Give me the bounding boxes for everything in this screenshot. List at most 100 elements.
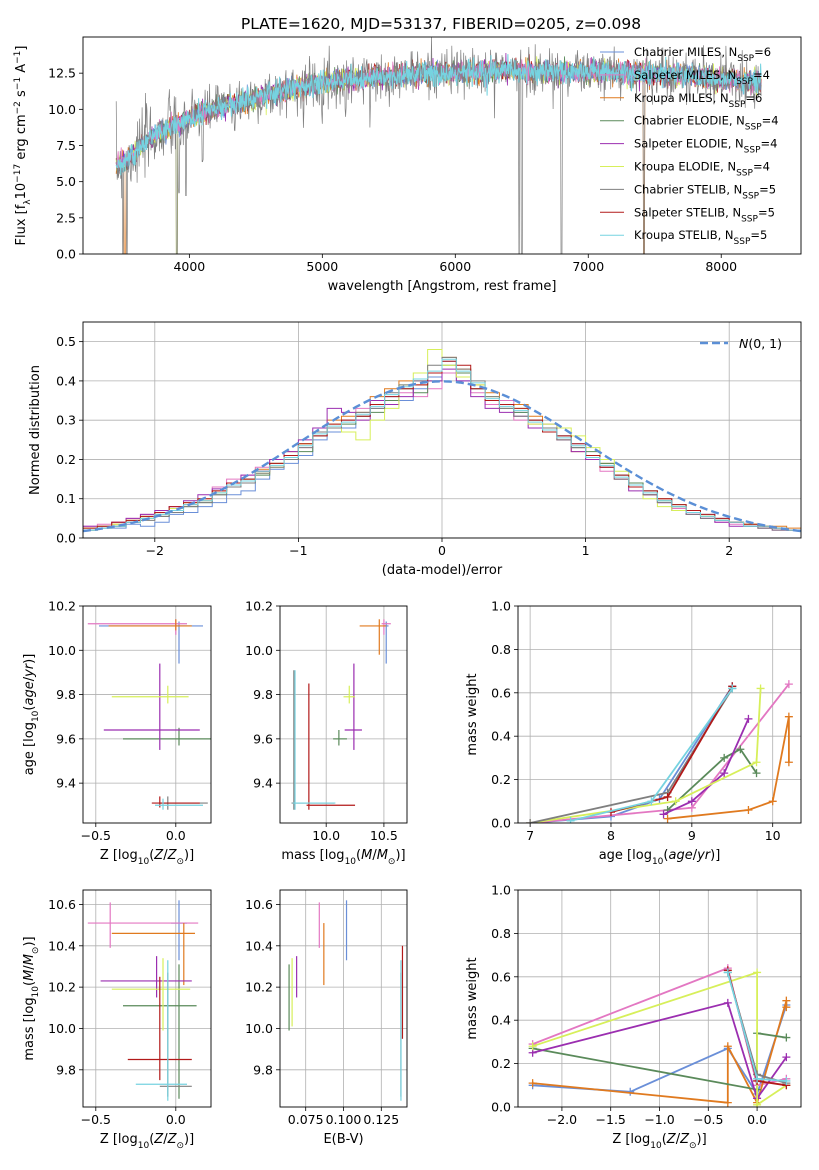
- legend-label: Chabrier MILES, NSSP=6: [634, 45, 771, 64]
- x-tick-label: 0.0: [747, 1112, 767, 1127]
- series-marker: [753, 968, 762, 977]
- series-marker: [647, 797, 656, 806]
- x-tick-label: 8000: [705, 259, 737, 274]
- y-tick-label: 7.5: [56, 138, 76, 153]
- y-tick-label: 1.0: [491, 883, 511, 898]
- y-tick-label: 0.0: [56, 531, 76, 546]
- axes-frame: [279, 605, 408, 824]
- series-marker: [744, 805, 753, 814]
- y-tick-label: 2.5: [56, 210, 76, 225]
- series-marker: [723, 1042, 732, 1051]
- y-tick-label: 12.5: [48, 66, 76, 81]
- x-axis-label: Z [log10(Z/Z⊙)]: [100, 1132, 194, 1151]
- series-marker: [744, 714, 753, 723]
- x-tick-label: 10: [765, 828, 781, 843]
- y-tick-label: 9.4: [253, 776, 273, 791]
- y-tick-label: 9.8: [56, 1062, 76, 1077]
- plot-area: [83, 890, 211, 1107]
- y-tick-label: 10.2: [245, 980, 273, 995]
- y-tick-label: 10.0: [48, 643, 76, 658]
- x-tick-label: 10.5: [370, 828, 398, 843]
- x-tick-label: −2.0: [547, 1112, 577, 1127]
- series-marker: [752, 769, 761, 778]
- x-axis-label: age [log10(age/yr)]: [599, 848, 721, 867]
- y-tick-label: 0.0: [491, 816, 511, 831]
- y-axis-label: mass [log10(M/M⊙)]: [22, 936, 41, 1060]
- series-marker: [528, 1079, 537, 1088]
- series-marker: [756, 684, 765, 693]
- y-axis-label: Flux [fλ10−17 erg cm−2 s−1 A−1]: [13, 46, 33, 246]
- y-axis-label: age [log10(age/yr)]: [22, 654, 41, 776]
- series-marker: [753, 1100, 762, 1107]
- y-tick-label: 10.2: [48, 980, 76, 995]
- series-marker: [782, 1076, 791, 1085]
- y-tick-label: 0.3: [56, 413, 76, 428]
- x-axis-label: mass [log10(M/M⊙)]: [281, 848, 405, 867]
- y-tick-label: 0.4: [56, 373, 76, 388]
- y-tick-label: 0.5: [56, 334, 76, 349]
- x-axis-label: Z [log10(Z/Z⊙)]: [100, 848, 194, 867]
- series-marker: [784, 758, 793, 767]
- x-tick-label: 2: [725, 543, 733, 558]
- y-tick-label: 1.0: [491, 599, 511, 614]
- y-tick-label: 0.2: [491, 1056, 511, 1071]
- x-tick-label: −2: [146, 543, 164, 558]
- legend-label: N(0, 1): [739, 336, 782, 351]
- axes-frame: [279, 889, 408, 1108]
- x-tick-label: 9: [688, 828, 696, 843]
- y-tick-label: 10.2: [48, 599, 76, 614]
- series-line: [532, 971, 787, 1107]
- histogram-step: [83, 358, 801, 531]
- y-tick-label: 0.0: [56, 247, 76, 262]
- series-line: [663, 718, 750, 816]
- legend-label: Chabrier ELODIE, NSSP=4: [634, 114, 779, 133]
- series-marker: [723, 998, 732, 1007]
- series-marker: [671, 797, 680, 806]
- y-tick-label: 0.4: [491, 1013, 511, 1028]
- x-axis-label: (data-model)/error: [382, 563, 503, 578]
- y-tick-label: 10.6: [48, 897, 76, 912]
- plot-area: [518, 890, 801, 1107]
- series-marker: [720, 753, 729, 762]
- x-axis-label: wavelength [Angstrom, rest frame]: [328, 279, 557, 294]
- series-marker: [728, 684, 737, 693]
- y-tick-label: 9.8: [253, 687, 273, 702]
- y-tick-label: 0.6: [491, 969, 511, 984]
- y-tick-label: 9.8: [253, 1062, 273, 1077]
- x-tick-label: 10.0: [312, 828, 340, 843]
- x-tick-label: 8: [607, 828, 615, 843]
- series-marker: [753, 1074, 762, 1083]
- series-marker: [659, 810, 668, 819]
- panel-residuals: −2 −1 0 1 2 0.0 0.1 0.2 0.3 0.4 0.5 N(0, 1) (data-mo…: [28, 321, 802, 578]
- x-tick-label: 0: [438, 543, 446, 558]
- plot-area: [280, 890, 407, 1107]
- series-marker: [720, 769, 729, 778]
- series-marker: [782, 1053, 791, 1062]
- axes-frame: [517, 605, 802, 824]
- y-tick-label: 0.0: [491, 1100, 511, 1115]
- x-tick-label: 7: [526, 828, 534, 843]
- x-tick-label: −0.5: [81, 828, 111, 843]
- series-marker: [784, 680, 793, 689]
- x-tick-label: 4000: [173, 259, 205, 274]
- plot-area: [518, 606, 801, 823]
- y-tick-label: 0.2: [56, 452, 76, 467]
- panel-spectrum: 4000 5000 6000 7000 8000 0.0 2.5 5.0 7.5 10.0 12.5…: [13, 36, 802, 294]
- series-line: [532, 1001, 788, 1101]
- y-tick-label: 0.8: [491, 926, 511, 941]
- panel-mass_vs_Z: −0.5 0.0 9.8 10.0 10.2 10.4 10.6 Z [log10(Z/Z⊙)…: [22, 889, 212, 1151]
- series-marker: [663, 792, 672, 801]
- y-tick-label: 0.1: [56, 491, 76, 506]
- legend-label: Salpeter STELIB, NSSP=5: [634, 205, 775, 224]
- series-marker: [723, 968, 732, 977]
- axes-frame: [517, 889, 802, 1108]
- model-spectrum: [115, 54, 762, 176]
- series-marker: [663, 814, 672, 823]
- series-marker: [526, 819, 535, 823]
- x-tick-label: −1.0: [644, 1112, 674, 1127]
- y-tick-label: 9.4: [56, 776, 76, 791]
- y-tick-label: 10.6: [245, 897, 273, 912]
- x-tick-label: 5000: [306, 259, 338, 274]
- y-tick-label: 9.6: [253, 731, 273, 746]
